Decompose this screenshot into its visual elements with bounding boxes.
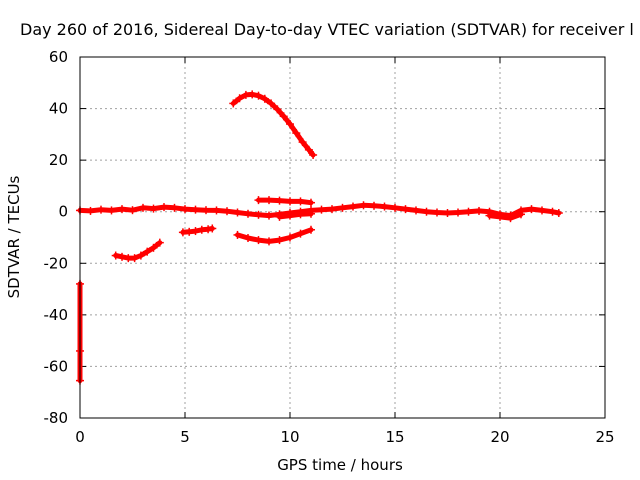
x-tick-label: 5 bbox=[180, 428, 190, 446]
series-trace bbox=[235, 227, 314, 244]
series-trace bbox=[487, 211, 524, 221]
y-tick-label: -60 bbox=[44, 357, 69, 375]
plot-frame bbox=[79, 56, 606, 419]
series-trace bbox=[113, 240, 163, 261]
data-series bbox=[178, 224, 217, 237]
series-trace bbox=[77, 202, 562, 219]
x-axis-label: GPS time / hours bbox=[277, 456, 403, 474]
data-series bbox=[233, 225, 315, 246]
y-tick-label: 60 bbox=[49, 48, 68, 66]
y-tick-label: -40 bbox=[44, 306, 69, 324]
series-trace bbox=[256, 197, 314, 206]
x-tick-label: 20 bbox=[490, 428, 509, 446]
data-series bbox=[275, 209, 315, 221]
y-tick-label: 0 bbox=[58, 203, 68, 221]
x-tick-label: 10 bbox=[280, 428, 299, 446]
axis-ticks: 0 5 10 15 20 25 -80 -60 -40 -20 0 20 40 60 bbox=[44, 48, 615, 446]
x-tick-label: 25 bbox=[595, 428, 614, 446]
grid-lines bbox=[80, 57, 605, 418]
data-series bbox=[229, 90, 318, 159]
data-series bbox=[111, 238, 164, 263]
series-trace bbox=[180, 226, 215, 235]
x-tick-label: 0 bbox=[75, 428, 85, 446]
y-axis-label: SDTVAR / TECUs bbox=[5, 175, 23, 298]
series-trace bbox=[230, 91, 316, 158]
x-tick-label: 15 bbox=[385, 428, 404, 446]
series-trace bbox=[277, 211, 314, 220]
data-points bbox=[76, 90, 563, 385]
y-tick-label: -20 bbox=[44, 254, 69, 272]
y-tick-label: -80 bbox=[44, 409, 69, 427]
chart-title: Day 260 of 2016, Sidereal Day-to-day VTE… bbox=[20, 20, 634, 39]
y-tick-label: 40 bbox=[49, 100, 68, 118]
y-tick-label: 20 bbox=[49, 151, 68, 169]
data-series bbox=[254, 196, 315, 207]
data-series bbox=[485, 210, 525, 223]
